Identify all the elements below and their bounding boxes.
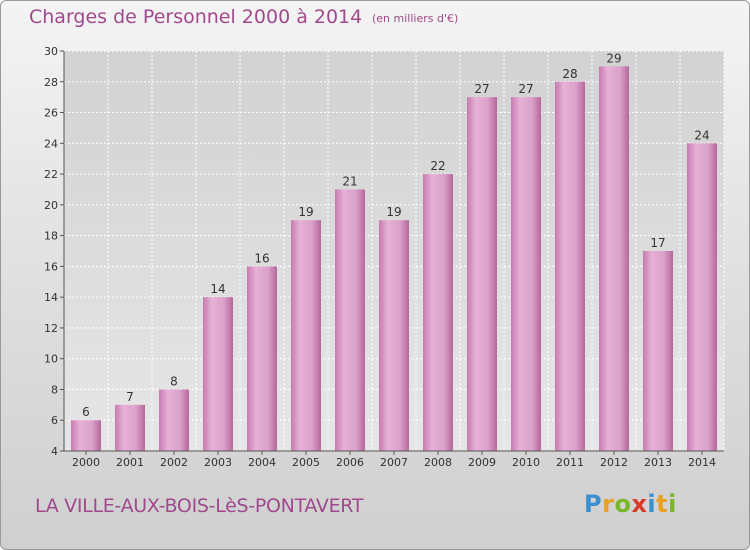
commune-name: LA VILLE-AUX-BOIS-LèS-PONTAVERT [35, 495, 364, 517]
y-tick-label: 8 [51, 383, 58, 396]
bar [599, 66, 629, 451]
bar [555, 81, 585, 452]
x-tick-label: 2007 [380, 456, 408, 469]
bar [335, 189, 365, 451]
x-tick-label: 2011 [556, 456, 584, 469]
y-tick-label: 26 [44, 107, 58, 120]
data-label: 22 [430, 159, 445, 173]
data-label: 14 [210, 282, 225, 296]
x-tick-label: 2003 [204, 456, 232, 469]
x-tick-label: 2004 [248, 456, 276, 469]
bar [291, 220, 321, 451]
y-tick-label: 28 [44, 76, 58, 89]
data-label: 29 [606, 51, 621, 65]
x-tick-label: 2002 [160, 456, 188, 469]
logo-letter: t [656, 490, 669, 518]
data-label: 24 [694, 128, 709, 142]
data-label: 21 [342, 174, 357, 188]
y-tick-label: 24 [44, 137, 58, 150]
x-tick-label: 2010 [512, 456, 540, 469]
bar-series [71, 66, 717, 452]
bar [379, 220, 409, 451]
data-label: 27 [518, 82, 533, 96]
logo-letter: r [602, 490, 615, 518]
data-label: 8 [170, 374, 178, 388]
y-tick-label: 30 [44, 45, 58, 58]
bar [159, 389, 189, 451]
y-tick-label: 14 [44, 291, 58, 304]
data-labels: 6 7 8 14 16 19 21 19 22 27 27 28 29 17 24 [82, 51, 709, 419]
chart-title: Charges de Personnel 2000 à 2014 [29, 6, 363, 28]
data-label: 19 [298, 205, 313, 219]
data-label: 16 [254, 251, 269, 265]
x-tick-label: 2000 [72, 456, 100, 469]
bar [511, 97, 541, 452]
logo-letter: i [647, 490, 657, 518]
logo-letter: x [631, 490, 648, 518]
bar [687, 143, 717, 452]
chart-subtitle: (en milliers d'€) [372, 12, 459, 25]
data-label: 6 [82, 405, 90, 419]
y-tick-label: 22 [44, 168, 58, 181]
bar [467, 97, 497, 452]
bar [71, 420, 101, 451]
x-tick-label: 2013 [644, 456, 672, 469]
x-tick-label: 2009 [468, 456, 496, 469]
data-label: 17 [650, 236, 665, 250]
data-label: 27 [474, 82, 489, 96]
y-tick-label: 18 [44, 230, 58, 243]
bar [423, 174, 453, 452]
y-tick-label: 10 [44, 353, 58, 366]
logo-letter: o [614, 490, 632, 518]
axes: 4 6 8 10 12 14 16 18 20 22 24 26 28 30 2000 2001 2002 200… [44, 45, 724, 469]
data-label: 19 [386, 205, 401, 219]
x-tick-label: 2014 [688, 456, 716, 469]
y-tick-label: 16 [44, 260, 58, 273]
logo-letter: P [584, 490, 603, 518]
bar [247, 266, 277, 451]
data-label: 7 [126, 390, 134, 404]
y-tick-label: 12 [44, 322, 58, 335]
y-tick-label: 20 [44, 199, 58, 212]
x-tick-label: 2005 [292, 456, 320, 469]
bar [643, 251, 673, 451]
logo-letter: i [668, 490, 677, 518]
proxiti-logo: Proxiti [584, 490, 677, 518]
y-tick-label: 4 [51, 445, 58, 458]
x-tick-label: 2006 [336, 456, 364, 469]
y-tick-label: 6 [51, 414, 58, 427]
bar [115, 404, 145, 451]
bar [203, 297, 233, 451]
x-tick-label: 2008 [424, 456, 452, 469]
data-label: 28 [562, 67, 577, 81]
x-tick-label: 2012 [600, 456, 628, 469]
x-tick-label: 2001 [116, 456, 144, 469]
